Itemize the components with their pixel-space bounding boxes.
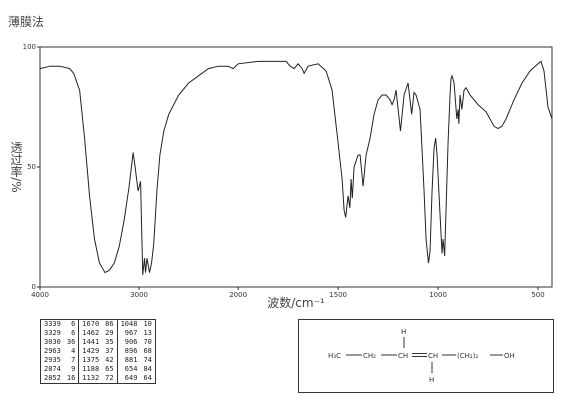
x-tick-label: 1500 bbox=[329, 291, 347, 299]
table-cell: 36 bbox=[66, 338, 76, 346]
table-cell: 654 bbox=[116, 365, 141, 374]
table-cell: 86 bbox=[105, 320, 114, 328]
table-cell: 84 bbox=[143, 365, 152, 373]
table-row: 2874 9 1188 65 654 84 bbox=[41, 365, 156, 374]
group: CH bbox=[428, 352, 438, 360]
group: (CH₂)₂ bbox=[457, 352, 478, 360]
table-cell: 13 bbox=[143, 329, 152, 337]
table-cell: 29 bbox=[105, 329, 114, 337]
table-cell: 967 bbox=[116, 329, 141, 338]
table-cell: 65 bbox=[105, 365, 114, 373]
chart-title: 薄膜法 bbox=[8, 14, 44, 29]
table-row: 2935 7 1375 42 881 74 bbox=[41, 356, 156, 365]
table-cell: 2874 bbox=[44, 365, 61, 373]
spectrum-line bbox=[39, 60, 553, 276]
hydrogen: H bbox=[429, 376, 434, 384]
table-cell: 64 bbox=[143, 374, 152, 382]
plot-frame bbox=[39, 46, 553, 288]
table-row: 2963 4 1429 37 896 68 bbox=[41, 347, 156, 356]
table-cell: 16 bbox=[66, 374, 76, 382]
table-cell: 1375 bbox=[78, 356, 103, 365]
x-tick-label: 3000 bbox=[130, 291, 148, 299]
structure-diagram: H₃C CH₂ CH CH (CH₂)₂ OH H H bbox=[298, 319, 554, 393]
table-cell: 4 bbox=[71, 347, 76, 355]
y-tick-label: 50 bbox=[27, 163, 36, 171]
table-cell: 1441 bbox=[78, 338, 103, 347]
y-tick-label: 100 bbox=[23, 43, 36, 51]
table-cell: 1132 bbox=[78, 374, 103, 384]
group: CH₂ bbox=[363, 352, 376, 360]
x-axis-label: 波数/cm⁻¹ bbox=[267, 295, 325, 310]
structure-frame bbox=[298, 319, 554, 393]
table-cell: 70 bbox=[143, 338, 152, 346]
table-cell: 3339 bbox=[44, 320, 61, 328]
table-cell: 68 bbox=[143, 347, 152, 355]
table-cell: 906 bbox=[116, 338, 141, 347]
table-cell: 74 bbox=[143, 356, 152, 364]
table-cell: 9 bbox=[71, 365, 76, 373]
group: CH bbox=[398, 352, 408, 360]
table-cell: 2963 bbox=[44, 347, 61, 355]
table-cell: 35 bbox=[105, 338, 114, 346]
table-cell: 1462 bbox=[78, 329, 103, 338]
x-tick-label: 2000 bbox=[229, 291, 247, 299]
table-cell: 1670 bbox=[78, 319, 103, 329]
table-cell: 881 bbox=[116, 356, 141, 365]
table-cell: 6 bbox=[71, 320, 76, 328]
table-cell: 7 bbox=[71, 356, 76, 364]
table-cell: 72 bbox=[105, 374, 114, 382]
group: H₃C bbox=[328, 352, 341, 360]
table-row: 3030 36 1441 35 906 70 bbox=[41, 338, 156, 347]
peak-table: 3339 6 1670 86 1048 10 3329 6 1462 29 967 13 3030 36 1… bbox=[40, 319, 156, 384]
table-cell: 6 bbox=[71, 329, 76, 337]
table-cell: 2935 bbox=[44, 356, 61, 364]
x-tick-label: 1000 bbox=[429, 291, 447, 299]
table-cell: 3329 bbox=[44, 329, 61, 337]
table-cell: 1188 bbox=[78, 365, 103, 374]
table-cell: 42 bbox=[105, 356, 114, 364]
table-cell: 896 bbox=[116, 347, 141, 356]
hydrogen: H bbox=[401, 328, 406, 336]
table-cell: 37 bbox=[105, 347, 114, 355]
table-cell: 1048 bbox=[116, 319, 141, 329]
chart: 薄膜法 波数/cm⁻¹ 透过率/% 4000 3000 2000 1500 1000 50… bbox=[8, 14, 553, 310]
x-tick-label: 500 bbox=[531, 291, 544, 299]
x-tick-label: 4000 bbox=[31, 291, 49, 299]
y-axis-label: 透过率/% bbox=[9, 141, 23, 193]
table-cell: 10 bbox=[143, 320, 152, 328]
table-row: 3329 6 1462 29 967 13 bbox=[41, 329, 156, 338]
table-row: 2852 16 1132 72 649 64 bbox=[41, 374, 156, 384]
group: OH bbox=[504, 352, 515, 360]
table-row: 3339 6 1670 86 1048 10 bbox=[41, 319, 156, 329]
structure: H₃C CH₂ CH CH (CH₂)₂ OH H H bbox=[328, 328, 515, 384]
y-tick-label: 0 bbox=[32, 283, 36, 291]
table-cell: 649 bbox=[116, 374, 141, 384]
table-cell: 1429 bbox=[78, 347, 103, 356]
table-cell: 3030 bbox=[44, 338, 61, 346]
table-cell: 2852 bbox=[44, 374, 61, 382]
